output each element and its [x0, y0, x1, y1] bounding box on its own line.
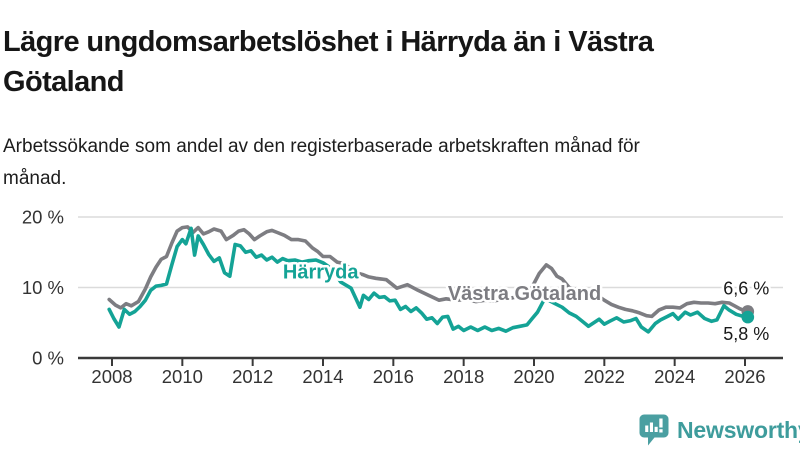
x-tick-label: 2014	[302, 366, 343, 387]
brand-name: Newsworthy	[677, 416, 800, 443]
line-chart: 2008 2010 2012 2014 2016 2018 2020 2022 2024 2026…	[22, 207, 783, 387]
series-end-dot	[741, 310, 755, 324]
y-tick-label: 0 %	[32, 348, 64, 369]
y-tick-label: 20 %	[22, 207, 64, 228]
annotation-label: 6,6 %	[723, 279, 769, 299]
y-tick-label: 10 %	[22, 277, 64, 298]
x-tick-label: 2012	[232, 366, 273, 387]
annotation-label: Härryda	[283, 261, 359, 283]
x-tick-label: 2024	[654, 366, 695, 387]
series-line-h-rryda	[107, 226, 750, 334]
newsworthy-logo: Newsworthy	[639, 413, 800, 447]
x-tick-label: 2022	[584, 366, 625, 387]
x-tick-label: 2008	[91, 366, 132, 387]
series-line-v-stra-g-taland	[107, 225, 750, 319]
page-title: Lägre ungdomsarbetslöshet i Härryda än i…	[3, 26, 654, 98]
annotation-label: 5,8 %	[723, 324, 769, 344]
page-subtitle: Arbetssökande som andel av den registerb…	[3, 136, 640, 189]
x-tick-label: 2020	[513, 366, 554, 387]
annotation-label: Västra Götaland	[448, 283, 601, 305]
x-tick-label: 2026	[724, 366, 765, 387]
x-tick-label: 2010	[162, 366, 203, 387]
x-tick-label: 2016	[373, 366, 414, 387]
x-tick-label: 2018	[443, 366, 484, 387]
speech-bubble-bar-chart-icon	[639, 414, 669, 447]
